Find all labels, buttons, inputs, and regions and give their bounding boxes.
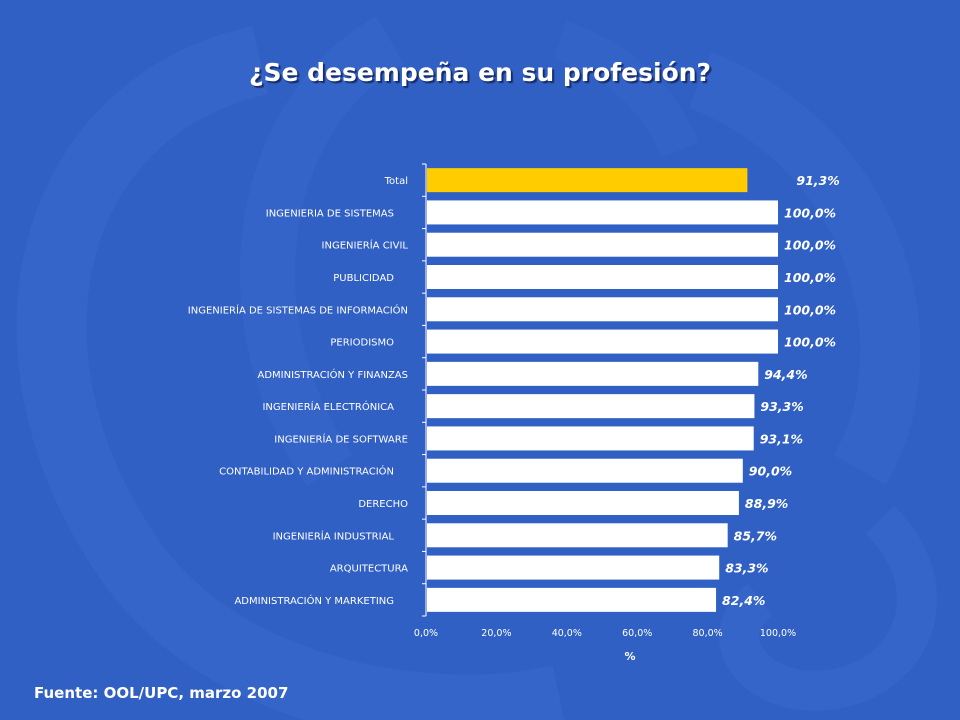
category-label: INGENIERÍA INDUSTRIAL <box>273 529 395 542</box>
category-label: INGENIERÍA ELECTRÓNICA <box>262 400 394 413</box>
category-label: INGENIERIA DE SISTEMAS <box>266 208 394 219</box>
bar-2 <box>427 232 778 257</box>
category-label: Total <box>384 176 408 187</box>
bar-4 <box>427 297 778 322</box>
value-label: 100,0% <box>784 270 836 285</box>
source-note: Fuente: OOL/UPC, marzo 2007 <box>34 684 289 702</box>
category-label: PERIODISMO <box>330 338 394 349</box>
bar-8 <box>427 426 754 451</box>
category-label: DERECHO <box>358 499 408 510</box>
slide-title: ¿Se desempeña en su profesión? <box>248 58 712 87</box>
category-label: ADMINISTRACIÓN Y FINANZAS <box>257 368 408 381</box>
value-label: 93,3% <box>760 399 803 414</box>
value-label: 100,0% <box>784 302 836 317</box>
x-tick-label: 20,0% <box>481 628 511 639</box>
x-tick-label: 40,0% <box>552 628 582 639</box>
x-tick-label: 0,0% <box>414 628 438 639</box>
bar-6 <box>427 361 759 386</box>
bar-12 <box>427 555 720 580</box>
value-label: 94,4% <box>764 367 807 382</box>
value-label: 90,0% <box>749 464 792 479</box>
x-tick-label: 80,0% <box>693 628 723 639</box>
category-label: ADMINISTRACIÓN Y MARKETING <box>234 594 394 607</box>
bar-11 <box>427 523 728 548</box>
bar-1 <box>427 200 778 225</box>
category-label: CONTABILIDAD Y ADMINISTRACIÓN <box>219 465 394 478</box>
category-label: INGENIERÍA CIVIL <box>322 239 409 252</box>
category-label: INGENIERÍA DE SOFTWARE <box>274 432 408 445</box>
value-label: 85,7% <box>734 528 777 543</box>
value-label: 83,3% <box>725 561 768 576</box>
category-label: PUBLICIDAD <box>333 273 394 284</box>
value-label: 100,0% <box>784 205 836 220</box>
bar-13 <box>427 587 717 612</box>
category-label: INGENIERÍA DE SISTEMAS DE INFORMACIÓN <box>188 303 408 316</box>
x-tick-label: 60,0% <box>622 628 652 639</box>
bar-7 <box>427 394 755 419</box>
value-label: 91,3% <box>796 173 839 188</box>
bar-3 <box>427 265 778 289</box>
category-label: ARQUITECTURA <box>330 564 408 575</box>
value-label: 82,4% <box>722 593 765 608</box>
x-tick-label: 100,0% <box>760 628 796 639</box>
bar-0 <box>427 168 748 193</box>
x-axis-title: % <box>624 650 635 663</box>
bar-10 <box>427 491 739 515</box>
value-label: 100,0% <box>784 238 836 253</box>
value-label: 93,1% <box>760 431 803 446</box>
value-label: 88,9% <box>745 496 788 511</box>
value-label: 100,0% <box>784 335 836 350</box>
bar-9 <box>427 458 743 483</box>
bar-5 <box>427 329 778 354</box>
